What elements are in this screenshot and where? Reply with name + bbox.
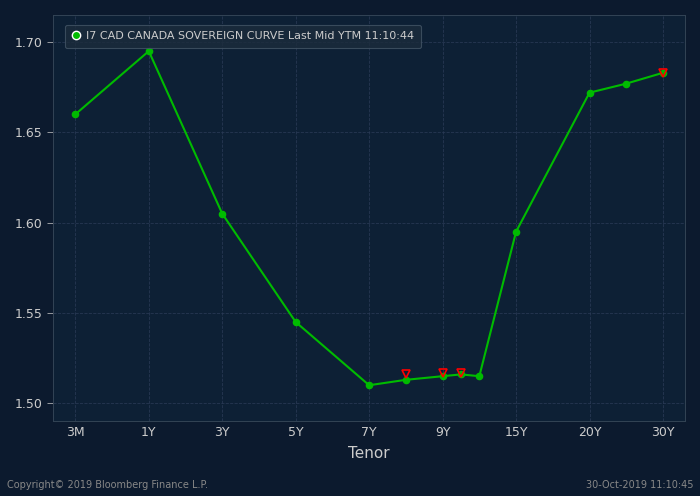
Point bbox=[437, 372, 448, 380]
Point bbox=[290, 318, 301, 326]
Point bbox=[621, 80, 632, 88]
Point bbox=[584, 89, 595, 97]
Point bbox=[474, 372, 485, 380]
Legend: I7 CAD CANADA SOVEREIGN CURVE Last Mid YTM 11:10:44: I7 CAD CANADA SOVEREIGN CURVE Last Mid Y… bbox=[65, 25, 421, 48]
X-axis label: Tenor: Tenor bbox=[349, 446, 390, 461]
Point bbox=[216, 210, 228, 218]
Point bbox=[144, 47, 155, 55]
Text: Copyright© 2019 Bloomberg Finance L.P.: Copyright© 2019 Bloomberg Finance L.P. bbox=[7, 480, 208, 490]
Point bbox=[400, 376, 412, 384]
Point bbox=[456, 371, 467, 378]
Point bbox=[657, 69, 668, 77]
Point bbox=[363, 381, 374, 389]
Point bbox=[70, 111, 81, 119]
Text: 30-Oct-2019 11:10:45: 30-Oct-2019 11:10:45 bbox=[585, 480, 693, 490]
Point bbox=[510, 228, 522, 236]
